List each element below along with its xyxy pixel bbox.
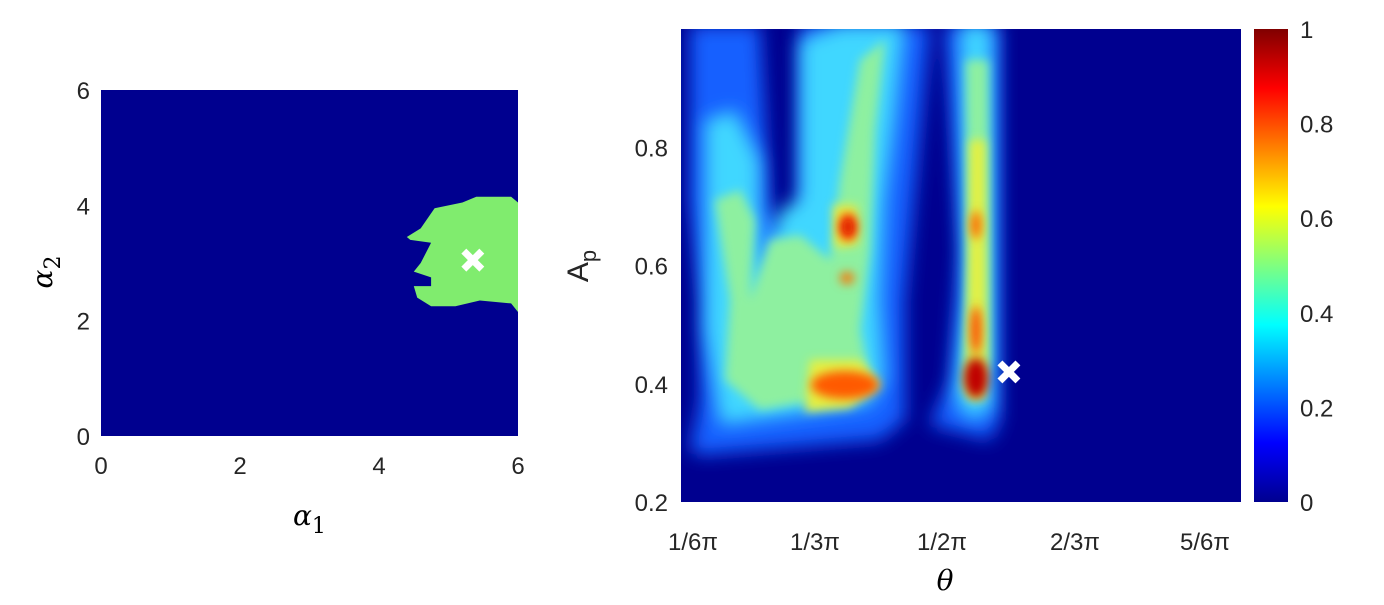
left-xlabel: α1 [293, 499, 326, 539]
left-xtick: 4 [372, 453, 385, 480]
right-ticks: 1/6π 1/3π 1/2π 2/3π 5/6π 0.2 0.4 0.6 0.8 [635, 135, 1230, 556]
right-ytick: 0.4 [635, 372, 668, 399]
right-ytick: 0.6 [635, 254, 668, 281]
left-ytick: 6 [77, 78, 90, 105]
colorbar-tick: 0.8 [1300, 112, 1333, 139]
right-optimum-marker [997, 360, 1021, 384]
left-xtick: 2 [233, 453, 246, 480]
left-marker-x [461, 248, 485, 272]
right-ylabel: Ap [562, 250, 601, 282]
colorbar-tick: 0 [1300, 490, 1313, 517]
right-marker-x [997, 360, 1021, 384]
left-ylabel: α2 [26, 256, 66, 289]
right-xtick: 1/2π [917, 529, 967, 556]
right-heatmap [681, 29, 1241, 502]
right-ytick: 0.8 [635, 135, 668, 162]
right-xtick: 5/6π [1180, 529, 1230, 556]
colorbar [1254, 29, 1288, 502]
colorbar-tick: 1 [1300, 17, 1313, 44]
left-chart: 0 2 4 6 0 2 4 6 α1 α2 [26, 78, 525, 539]
right-xtick: 2/3π [1050, 529, 1100, 556]
right-chart: 1/6π 1/3π 1/2π 2/3π 5/6π0.20.40.60.8 θ Ap 00… [562, 17, 1333, 597]
colorbar-ticks: 0 0.2 0.4 0.6 0.8 1 [1300, 17, 1333, 517]
colorbar-tick: 0.4 [1300, 301, 1333, 328]
left-xtick: 6 [511, 453, 524, 480]
left-optimum-marker [461, 248, 485, 272]
left-xtick: 0 [94, 453, 107, 480]
left-ytick: 4 [77, 193, 90, 220]
right-xtick: 1/6π [668, 529, 718, 556]
colorbar-tick: 0.6 [1300, 206, 1333, 233]
right-ytick: 0.2 [635, 490, 668, 517]
colorbar-tick: 0.2 [1300, 395, 1333, 422]
left-ytick: 0 [77, 424, 90, 451]
left-ticks: 0 2 4 6 0 2 4 6 [77, 78, 525, 480]
right-xtick: 1/3π [790, 529, 840, 556]
right-xlabel: θ [937, 564, 954, 597]
left-ytick: 2 [77, 309, 90, 336]
